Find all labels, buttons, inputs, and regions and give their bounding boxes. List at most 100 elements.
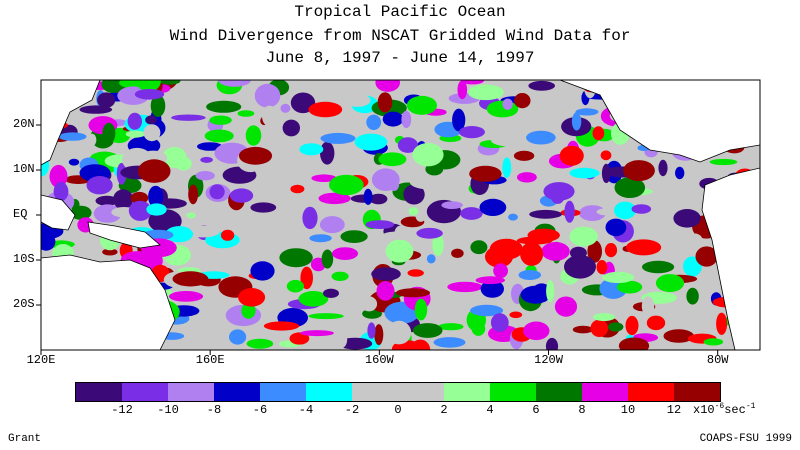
divergence-blob xyxy=(469,165,502,182)
divergence-blob xyxy=(578,205,606,222)
divergence-blob xyxy=(517,172,537,183)
divergence-blob xyxy=(281,133,297,152)
divergence-blob xyxy=(128,200,152,221)
divergence-blob xyxy=(137,159,171,183)
units-prefix: x10 xyxy=(693,403,715,417)
divergence-blob xyxy=(377,92,393,113)
divergence-blob xyxy=(600,150,612,161)
divergence-blob xyxy=(554,296,578,317)
divergence-blob xyxy=(229,188,254,203)
colorbar-tick-label: -2 xyxy=(344,403,360,417)
colorbar-tick-label: 12 xyxy=(666,403,682,417)
divergence-blob xyxy=(461,80,485,85)
divergence-blob xyxy=(378,152,407,167)
divergence-blob xyxy=(262,105,277,127)
divergence-blob xyxy=(320,132,356,144)
divergence-blob xyxy=(309,234,332,243)
lon-ticks xyxy=(40,350,719,355)
divergence-blob xyxy=(641,296,655,316)
divergence-blob xyxy=(145,115,158,125)
divergence-blob xyxy=(403,184,425,205)
divergence-blob xyxy=(467,84,504,101)
field-layer xyxy=(41,80,760,350)
divergence-blob xyxy=(397,137,418,153)
divergence-blob xyxy=(290,184,305,194)
divergence-blob xyxy=(361,296,378,312)
divergence-blob xyxy=(470,240,488,255)
divergence-blob xyxy=(486,100,519,118)
colorbar-cell xyxy=(214,383,260,401)
divergence-blob xyxy=(614,201,636,220)
colorbar-cell xyxy=(122,383,168,401)
divergence-blob xyxy=(308,101,343,118)
divergence-blob xyxy=(441,201,463,210)
divergence-blob xyxy=(382,111,404,127)
divergence-blob xyxy=(519,122,537,129)
divergence-blob xyxy=(320,141,335,165)
lon-label: 160E xyxy=(195,353,225,367)
divergence-blob xyxy=(550,187,565,204)
divergence-blob xyxy=(88,133,97,146)
title-line-1: Tropical Pacific Ocean xyxy=(294,3,506,21)
divergence-blob xyxy=(605,218,627,237)
divergence-blob xyxy=(363,188,373,205)
divergence-blob xyxy=(220,229,235,241)
divergence-blob xyxy=(695,246,718,267)
divergence-blob xyxy=(95,195,119,206)
divergence-blob xyxy=(246,338,274,349)
divergence-blob xyxy=(675,166,685,180)
divergence-blob xyxy=(308,313,344,320)
lon-label: 120E xyxy=(26,353,56,367)
divergence-blob xyxy=(148,185,164,208)
divergence-blob xyxy=(332,247,358,260)
divergence-blob xyxy=(475,276,505,285)
colorbar-cell xyxy=(398,383,444,401)
title-line-2: Wind Divergence from NSCAT Gridded Wind … xyxy=(169,27,631,45)
divergence-blob xyxy=(569,167,600,179)
divergence-blob xyxy=(625,315,639,336)
divergence-blob xyxy=(545,337,559,350)
divergence-blob xyxy=(523,321,550,341)
divergence-blob xyxy=(168,291,204,302)
divergence-blob xyxy=(68,158,80,166)
colorbar-tick-label: 2 xyxy=(440,403,448,417)
divergence-blob xyxy=(546,280,555,303)
divergence-blob xyxy=(409,175,444,190)
title-line-3: June 8, 1997 - June 14, 1997 xyxy=(265,49,535,67)
divergence-blob xyxy=(365,220,395,230)
divergence-blob xyxy=(520,242,544,266)
divergence-blob xyxy=(407,269,424,277)
divergence-blob xyxy=(209,184,225,200)
colorbar-tick-label: -10 xyxy=(157,403,179,417)
divergence-blob xyxy=(49,164,68,188)
divergence-blob xyxy=(299,330,335,337)
divergence-blob xyxy=(438,323,464,331)
new-guinea xyxy=(87,221,161,249)
divergence-blob xyxy=(513,150,535,161)
divergence-blob xyxy=(172,271,209,287)
divergence-blob xyxy=(716,312,728,335)
units-exponent-2: -1 xyxy=(745,402,756,411)
colorbar xyxy=(75,382,721,402)
divergence-blob xyxy=(658,159,668,177)
divergence-blob xyxy=(375,80,400,92)
divergence-blob xyxy=(470,304,504,317)
divergence-blob xyxy=(385,239,414,263)
divergence-blob xyxy=(319,216,345,234)
divergence-blob xyxy=(282,119,300,137)
lon-label: 80W xyxy=(706,353,729,367)
units-exponent: -6 xyxy=(714,402,725,411)
divergence-blob xyxy=(263,321,300,331)
divergence-blob xyxy=(508,213,518,221)
divergence-blob xyxy=(596,260,608,275)
divergence-blob xyxy=(412,323,443,338)
divergence-blob xyxy=(617,280,643,294)
divergence-blob xyxy=(371,267,401,281)
colorbar-cell xyxy=(76,383,122,401)
divergence-blob xyxy=(102,122,116,144)
divergence-blob xyxy=(569,226,598,247)
colorbar-tick-label: 0 xyxy=(394,403,402,417)
divergence-blob xyxy=(250,261,275,281)
colorbar-cell xyxy=(628,383,674,401)
divergence-blob xyxy=(321,249,334,269)
